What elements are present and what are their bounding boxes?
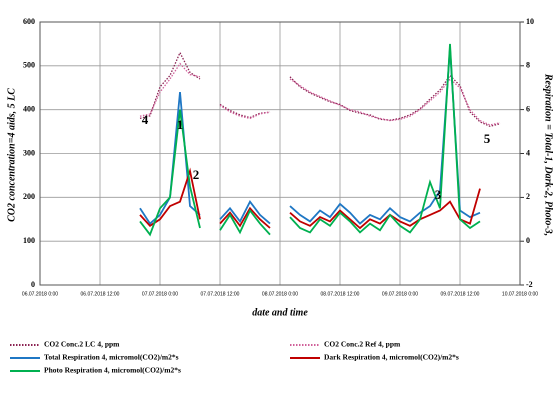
x-tick-label: 08.07.2018 0:00 bbox=[262, 291, 298, 297]
x-tick-label: 09.07.2018 0:00 bbox=[382, 291, 418, 297]
y-tick-label: 0 bbox=[31, 280, 35, 289]
annotation: 3 bbox=[435, 187, 442, 202]
series-line bbox=[139, 167, 481, 230]
y2-tick-label: -2 bbox=[526, 280, 533, 289]
legend-label: CO2 Conc.2 Ref 4, ppm bbox=[324, 340, 401, 349]
y-tick-label: 500 bbox=[23, 61, 35, 70]
x-tick-label: 06.07.2018 0:00 bbox=[22, 291, 58, 297]
legend-label: Total Respiration 4, micromol(CO2)/m2*s bbox=[44, 353, 179, 362]
annotation: 4 bbox=[142, 112, 149, 127]
legend-label: CO2 Conc.2 LC 4, ppm bbox=[44, 340, 120, 349]
x-tick-label: 07.07.2018 12:00 bbox=[201, 291, 240, 297]
x-axis-title: date and time bbox=[252, 307, 308, 318]
y-tick-label: 600 bbox=[23, 17, 35, 26]
annotation: 1 bbox=[177, 117, 184, 132]
y-tick-label: 400 bbox=[23, 104, 35, 113]
y-tick-label: 200 bbox=[23, 192, 35, 201]
annotation: 2 bbox=[193, 167, 200, 182]
y2-tick-label: 8 bbox=[526, 61, 530, 70]
y-tick-label: 100 bbox=[23, 236, 35, 245]
x-tick-label: 09.07.2018 12:00 bbox=[441, 291, 480, 297]
y-tick-label: 300 bbox=[23, 148, 35, 157]
plot-frame bbox=[39, 21, 521, 286]
y2-tick-label: 2 bbox=[526, 192, 530, 201]
x-tick-label: 07.07.2018 0:00 bbox=[142, 291, 178, 297]
x-tick-label: 08.07.2018 12:00 bbox=[321, 291, 360, 297]
series-line bbox=[139, 43, 481, 237]
y2-tick-label: 6 bbox=[526, 104, 530, 113]
x-tick-label: 10.07.2018 0:00 bbox=[502, 291, 538, 297]
legend-label: Photo Respiration 4, micromol(CO2)/m2*s bbox=[44, 366, 181, 375]
y-axis-title: CO2 concentration=4 aids, 5 LC bbox=[6, 88, 17, 222]
x-tick-label: 06.07.2018 12:00 bbox=[81, 291, 120, 297]
legend-label: Dark Respiration 4, micromol(CO2)/m2*s bbox=[324, 353, 459, 362]
y2-tick-label: 4 bbox=[526, 148, 530, 157]
y2-tick-label: 10 bbox=[526, 17, 534, 26]
annotation: 5 bbox=[484, 131, 491, 146]
y2-tick-label: 0 bbox=[526, 236, 530, 245]
series-line bbox=[139, 62, 501, 126]
y2-axis-title: Respiration = Total-1, Dark-2, Photo-3, bbox=[543, 73, 554, 236]
